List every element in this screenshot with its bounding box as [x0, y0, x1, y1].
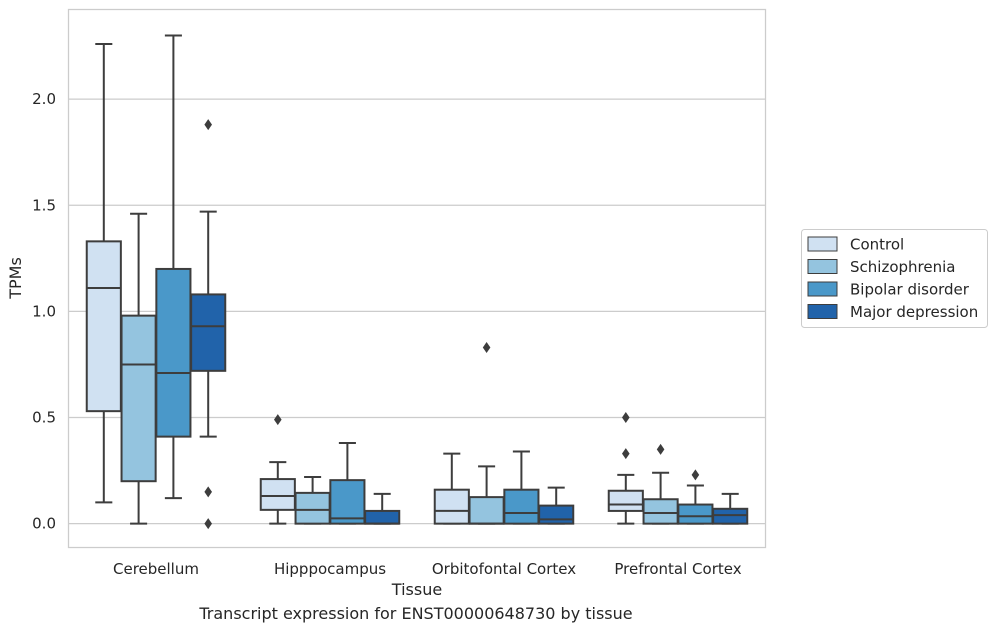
box-body — [120, 314, 157, 483]
box-body — [329, 479, 366, 525]
legend-swatch — [807, 236, 838, 252]
box-2-3 — [538, 486, 575, 525]
y-axis-title: TPMs — [6, 257, 25, 300]
outlier-point — [622, 448, 630, 460]
box-body — [642, 498, 679, 525]
box-1-1 — [294, 475, 331, 525]
box-body — [712, 507, 749, 525]
outlier-point — [274, 414, 282, 426]
x-tick-label: Cerebellum — [113, 560, 199, 578]
box-body — [190, 293, 227, 372]
legend-frame — [801, 229, 988, 328]
box-3-1 — [642, 471, 679, 525]
box-0-2 — [155, 34, 192, 500]
box-2-0 — [433, 452, 470, 525]
legend-label: Control — [850, 236, 904, 254]
box-3-2 — [677, 484, 714, 525]
legend-swatch — [807, 281, 838, 297]
x-axis-title: Tissue — [391, 580, 442, 599]
plot-frame — [67, 8, 767, 549]
outlier-point — [656, 443, 665, 455]
y-tick-label: 2.0 — [32, 90, 56, 108]
x-tick-label: Hipppocampus — [274, 560, 386, 578]
y-tick-label: 0.0 — [32, 515, 56, 533]
box-body — [503, 488, 540, 525]
legend-label: Bipolar disorder — [850, 281, 970, 299]
legend: Control Schizophrenia Bipolar disorder Majo… — [801, 229, 988, 328]
box-body — [155, 267, 192, 438]
box-body — [294, 491, 331, 525]
legend-label: Schizophrenia — [850, 258, 955, 276]
outlier-point — [204, 518, 212, 530]
box-1-0 — [259, 461, 296, 525]
x-tick-label: Orbitofontal Cortex — [432, 560, 576, 578]
x-tick-label: Prefrontal Cortex — [614, 560, 741, 578]
box-body — [364, 509, 401, 525]
box-2-1 — [468, 465, 505, 525]
box-0-3 — [190, 210, 227, 438]
outlier-point — [691, 469, 700, 481]
box-0-0 — [85, 42, 122, 504]
legend-swatch — [807, 304, 838, 319]
legend-swatch — [807, 259, 838, 274]
box-1-2 — [329, 441, 366, 525]
box-3-0 — [607, 473, 644, 525]
y-tick-label: 1.0 — [32, 302, 56, 320]
box-3-3 — [712, 492, 749, 525]
y-tick-label: 0.5 — [32, 409, 56, 427]
box-body — [538, 504, 575, 525]
outliers — [204, 119, 700, 530]
box-0-1 — [120, 212, 157, 525]
x-tick-labels: Cerebellum Hipppocampus Orbitofontal Corte… — [113, 560, 742, 578]
box-body — [607, 489, 644, 512]
outlier-point — [204, 486, 212, 498]
y-tick-labels: 0.0 0.5 1.0 1.5 2.0 — [32, 90, 56, 533]
box-1-3 — [364, 492, 401, 525]
outlier-point — [482, 341, 491, 353]
box-body — [468, 496, 505, 525]
figure-caption: Transcript expression for ENST0000064873… — [199, 604, 633, 623]
outlier-point — [204, 119, 212, 131]
box-2-2 — [503, 450, 540, 525]
box-body — [259, 478, 296, 511]
legend-label: Major depression — [850, 303, 978, 321]
box-body — [85, 240, 122, 413]
y-tick-label: 1.5 — [32, 196, 56, 214]
box-body — [433, 488, 470, 525]
outlier-point — [622, 412, 630, 424]
box-body — [677, 503, 714, 525]
boxes — [85, 34, 749, 525]
